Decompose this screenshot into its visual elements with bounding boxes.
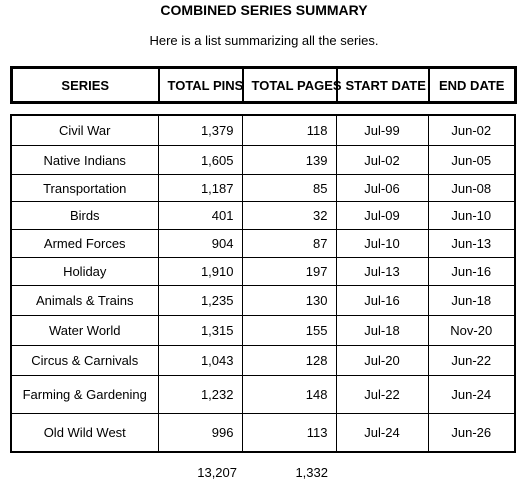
- table-cell: Animals & Trains: [10, 285, 159, 316]
- table-row: Farming & Gardening 1,232 148 Jul-22 Jun-24: [10, 375, 516, 414]
- title: COMBINED SERIES SUMMARY: [160, 2, 368, 18]
- table-row: Native Indians 1,605 139 Jul-02 Jun-05: [10, 145, 516, 175]
- table-cell: 118: [241, 114, 337, 146]
- table-row: Civil War 1,379 118 Jul-99 Jun-02: [10, 114, 516, 146]
- table-cell: Jun-05: [427, 145, 516, 175]
- table-cell: Civil War: [10, 114, 159, 146]
- table-cell: 1,187: [157, 174, 243, 202]
- column-header: END DATE: [427, 67, 516, 103]
- table-row: Animals & Trains 1,235 130 Jul-16 Jun-18: [10, 285, 516, 316]
- table-cell: 113: [241, 413, 337, 453]
- column-header: SERIES: [61, 77, 110, 93]
- table-cell: 1,605: [157, 145, 243, 175]
- table-cell: Jul-13: [335, 257, 429, 286]
- total-pages: 1,332: [295, 465, 328, 480]
- table-row: Old Wild West 996 113 Jul-24 Jun-26: [10, 413, 516, 453]
- header-row: SERIES TOTAL PINS TOTAL PAGES START DATE END…: [12, 67, 516, 103]
- table-cell: 87: [241, 229, 337, 258]
- total-pins: 13,207: [197, 465, 237, 480]
- table-cell: Birds: [10, 201, 159, 230]
- table-cell: 401: [157, 201, 243, 230]
- table-cell: 139: [241, 145, 337, 175]
- table-cell: 128: [241, 345, 337, 376]
- table-cell: Jul-22: [335, 375, 429, 414]
- table-cell: Farming & Gardening: [10, 375, 159, 414]
- subtitle: Here is a list summarizing all the serie…: [149, 33, 379, 48]
- table-cell: 130: [241, 285, 337, 316]
- table-cell: Jul-99: [335, 114, 429, 146]
- column-header: TOTAL PAGES: [241, 67, 342, 103]
- table-cell: Jun-02: [427, 114, 516, 146]
- table-cell: Armed Forces: [10, 229, 159, 258]
- table-cell: 197: [241, 257, 337, 286]
- table-cell: 1,232: [157, 375, 243, 414]
- table-row: Water World 1,315 155 Jul-18 Nov-20: [10, 315, 516, 346]
- table-cell: Jul-18: [335, 315, 429, 346]
- table-cell: 1,910: [157, 257, 243, 286]
- table-cell: Transportation: [10, 174, 159, 202]
- table-cell: Nov-20: [427, 315, 516, 346]
- table-cell: 1,315: [157, 315, 243, 346]
- table-cell: 85: [241, 174, 337, 202]
- table-row: Transportation 1,187 85 Jul-06 Jun-08: [10, 174, 516, 202]
- table-cell: 1,379: [157, 114, 243, 146]
- table-row: Holiday 1,910 197 Jul-13 Jun-16: [10, 257, 516, 286]
- table-cell: Jul-10: [335, 229, 429, 258]
- table-cell: Water World: [10, 315, 159, 346]
- table-cell: 155: [241, 315, 337, 346]
- table-cell: 1,235: [157, 285, 243, 316]
- table-cell: 32: [241, 201, 337, 230]
- table-cell: Jun-13: [427, 229, 516, 258]
- table-cell: Jun-10: [427, 201, 516, 230]
- table-cell: Native Indians: [10, 145, 159, 175]
- table-cell: Jun-26: [427, 413, 516, 453]
- table-row: Circus & Carnivals 1,043 128 Jul-20 Jun-22: [10, 345, 516, 376]
- header-table: SERIES TOTAL PINS TOTAL PAGES START DATE END…: [10, 66, 517, 104]
- table-cell: 904: [157, 229, 243, 258]
- table-cell: Jul-02: [335, 145, 429, 175]
- table-row: Armed Forces 904 87 Jul-10 Jun-13: [10, 229, 516, 258]
- column-header: TOTAL PINS: [157, 67, 243, 103]
- column-header: START DATE: [335, 67, 429, 103]
- table-cell: Jul-06: [335, 174, 429, 202]
- table-cell: Jul-09: [335, 201, 429, 230]
- table-cell: Jul-24: [335, 413, 429, 453]
- table-cell: Jun-16: [427, 257, 516, 286]
- table-cell: Circus & Carnivals: [10, 345, 159, 376]
- table-row: Birds 401 32 Jul-09 Jun-10: [10, 201, 516, 230]
- table-cell: 1,043: [157, 345, 243, 376]
- table-cell: Jun-18: [427, 285, 516, 316]
- table-cell: Jun-22: [427, 345, 516, 376]
- table-cell: 148: [241, 375, 337, 414]
- table-cell: Jul-16: [335, 285, 429, 316]
- table-cell: Old Wild West: [10, 413, 159, 453]
- table-cell: 996: [157, 413, 243, 453]
- table-cell: Jun-24: [427, 375, 516, 414]
- table-cell: Jul-20: [335, 345, 429, 376]
- summary-table: Civil War 1,379 118 Jul-99 Jun-02 Native Indi…: [10, 114, 516, 453]
- table-cell: Jun-08: [427, 174, 516, 202]
- table-cell: Holiday: [10, 257, 159, 286]
